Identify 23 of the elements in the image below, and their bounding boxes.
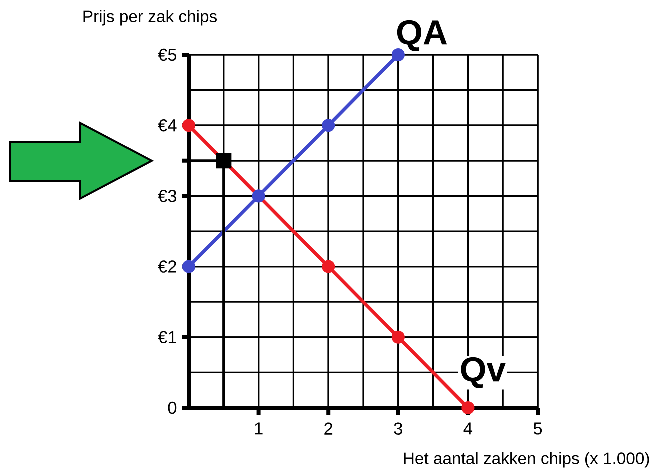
y-tick-label: €3	[158, 190, 177, 202]
series-label: QA	[397, 20, 448, 52]
x-axis-title: Het aantal zakken chips (x 1.000)	[404, 452, 650, 468]
point	[182, 260, 196, 274]
x-tick-label: 1	[255, 422, 263, 435]
x-tick-label: 2	[324, 422, 333, 435]
point	[322, 119, 336, 132]
point	[252, 190, 266, 203]
point	[322, 260, 336, 274]
point	[182, 119, 196, 132]
point	[216, 153, 232, 169]
y-tick-label: €5	[158, 48, 177, 62]
y-tick-label: 0	[168, 402, 177, 414]
point	[462, 401, 475, 415]
y-axis-title: Prijs per zak chips	[84, 10, 218, 26]
x-tick-label: 4	[464, 422, 473, 435]
x-tick-label: 5	[534, 422, 542, 435]
series-label: Qv	[461, 357, 506, 388]
y-tick-label: €1	[158, 331, 176, 344]
point	[392, 330, 405, 344]
y-tick-label: €4	[158, 119, 177, 132]
x-tick-label: 3	[394, 422, 402, 435]
y-tick-label: €2	[158, 260, 176, 273]
